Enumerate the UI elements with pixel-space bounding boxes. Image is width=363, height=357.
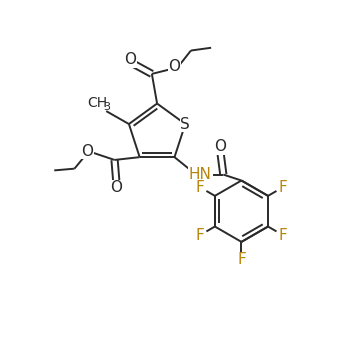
Text: CH: CH: [87, 96, 107, 110]
Text: O: O: [168, 59, 180, 74]
Text: O: O: [124, 52, 136, 67]
Text: O: O: [81, 144, 93, 159]
Text: O: O: [215, 139, 227, 154]
Text: F: F: [279, 180, 287, 195]
Text: HN: HN: [189, 167, 212, 182]
Text: 3: 3: [103, 102, 110, 112]
Text: O: O: [110, 180, 122, 195]
Text: F: F: [237, 252, 246, 267]
Text: F: F: [195, 228, 204, 243]
Text: F: F: [195, 180, 204, 195]
Text: F: F: [279, 228, 287, 243]
Text: S: S: [180, 116, 190, 131]
